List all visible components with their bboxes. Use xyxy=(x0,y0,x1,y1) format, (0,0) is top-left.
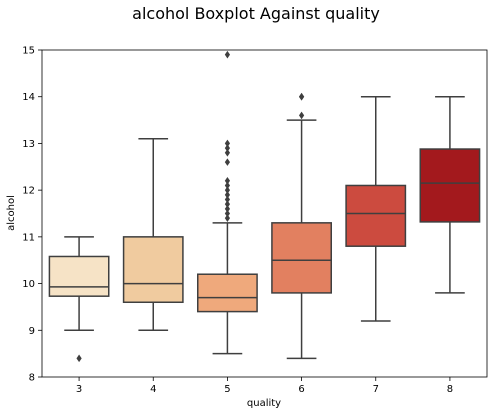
box-iqr xyxy=(419,148,481,223)
box-group-3 xyxy=(48,236,110,363)
y-axis-label: alcohol xyxy=(6,195,17,231)
x-tick-label: 5 xyxy=(224,384,230,395)
y-tick-label: 15 xyxy=(22,46,35,57)
x-axis-label: quality xyxy=(247,398,281,409)
box-iqr xyxy=(122,236,184,304)
outlier-point xyxy=(224,144,231,152)
y-tick-label: 12 xyxy=(22,186,35,197)
y-tick-label: 13 xyxy=(22,139,35,150)
outlier-point xyxy=(224,181,231,190)
x-tick-label: 6 xyxy=(298,384,304,395)
outlier-point xyxy=(224,148,231,157)
outlier-point xyxy=(298,111,305,120)
x-axis: 3 4 5 6 7 8 xyxy=(76,377,453,395)
x-tick-label: 3 xyxy=(76,384,82,395)
box-group-6 xyxy=(271,92,332,360)
plot-area xyxy=(48,50,481,363)
box-iqr xyxy=(345,184,407,247)
outlier-point xyxy=(224,50,231,59)
y-tick-label: 9 xyxy=(29,326,35,337)
box-iqr xyxy=(271,222,332,294)
x-tick-label: 7 xyxy=(373,384,379,395)
outlier-point xyxy=(224,186,231,194)
outlier-point xyxy=(224,195,231,204)
y-tick-label: 11 xyxy=(22,232,35,243)
outlier-point xyxy=(298,92,305,101)
y-tick-label: 8 xyxy=(29,373,35,384)
y-tick-label: 10 xyxy=(22,279,35,290)
outlier-point xyxy=(224,139,231,148)
box-iqr xyxy=(197,273,258,313)
box-group-8 xyxy=(419,95,481,294)
box-group-4 xyxy=(122,138,184,332)
outlier-point xyxy=(224,191,231,199)
x-tick-label: 4 xyxy=(150,384,156,395)
outlier-point xyxy=(224,177,231,185)
outlier-point xyxy=(224,205,231,213)
outlier-point xyxy=(224,209,231,218)
box-iqr xyxy=(48,255,110,297)
y-tick-label: 14 xyxy=(22,92,35,103)
chart-title: alcohol Boxplot Against quality xyxy=(132,4,380,23)
outlier-point xyxy=(224,158,231,166)
outlier-point xyxy=(76,354,82,363)
x-tick-label: 8 xyxy=(447,384,453,395)
box-group-7 xyxy=(345,95,407,322)
outlier-point xyxy=(224,200,231,208)
y-axis: 8 9 10 11 12 13 14 15 xyxy=(22,46,42,384)
box-group-5 xyxy=(197,50,258,355)
outlier-point xyxy=(224,214,231,222)
plot-frame xyxy=(41,49,488,378)
